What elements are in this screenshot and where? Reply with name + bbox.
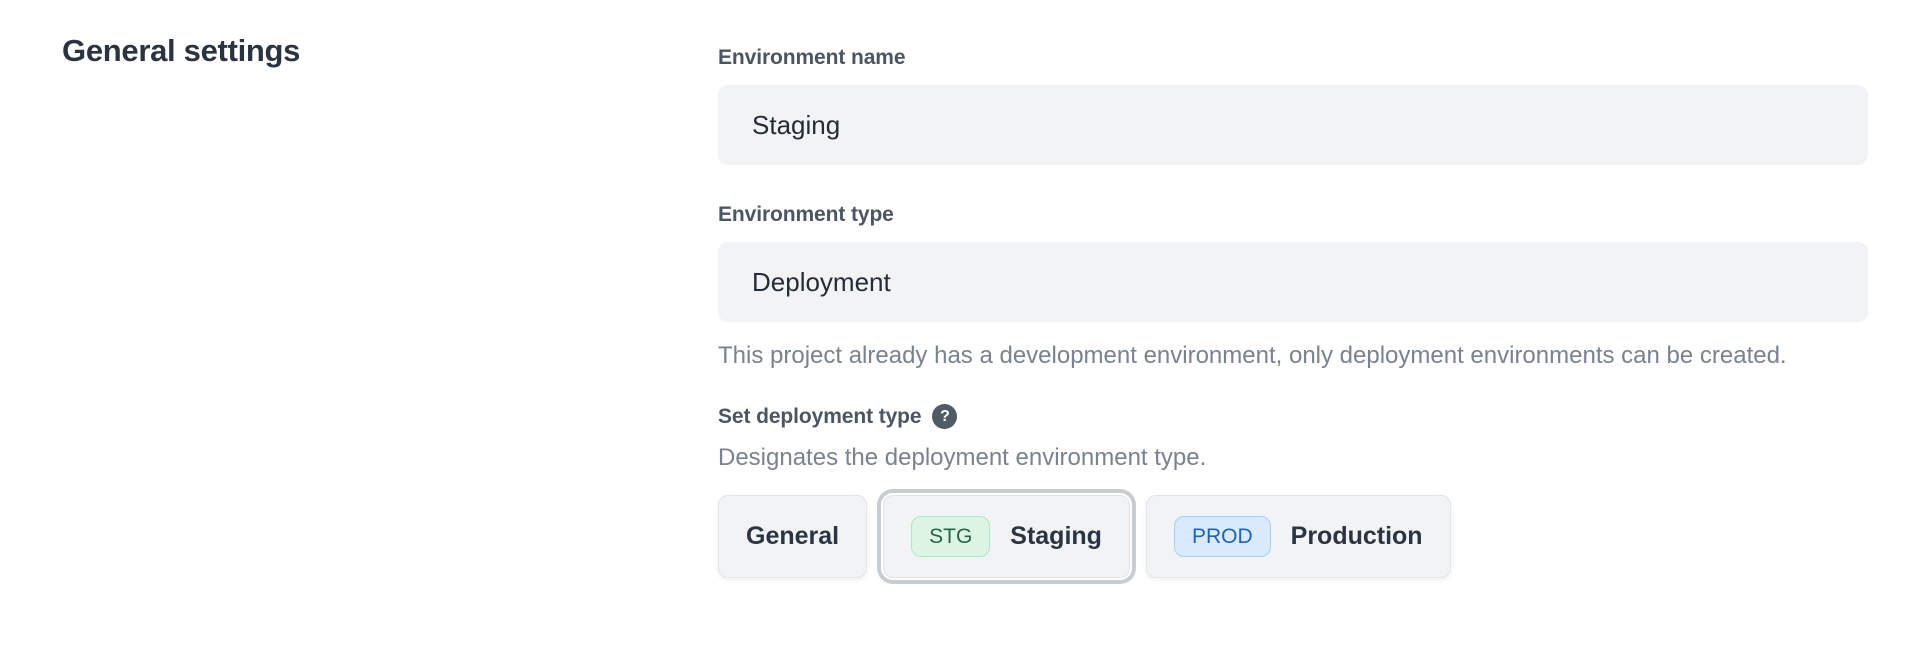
environment-type-field: Environment type This project already ha… <box>718 203 1868 376</box>
prod-badge: PROD <box>1173 516 1271 557</box>
option-button-general[interactable]: General <box>718 495 868 578</box>
environment-name-input[interactable] <box>718 85 1868 165</box>
option-staging-label: Staging <box>1010 522 1102 550</box>
environment-settings-form: Environment name Environment type This p… <box>718 46 1868 578</box>
question-mark-icon[interactable]: ? <box>932 404 958 429</box>
option-button-staging[interactable]: STG Staging <box>883 495 1130 578</box>
environment-type-label: Environment type <box>718 203 894 226</box>
environment-name-field: Environment name <box>718 46 1868 165</box>
page-title: General settings <box>62 33 301 68</box>
environment-type-help-text: This project already has a development e… <box>718 342 1787 369</box>
deployment-type-label: Set deployment type <box>718 404 922 428</box>
deployment-type-label-row: Set deployment type ? <box>718 404 1868 429</box>
deployment-type-options: General STG Staging PROD Production <box>718 495 1868 578</box>
option-general-label: General <box>746 522 840 550</box>
environment-type-input[interactable] <box>718 242 1868 322</box>
option-production-label: Production <box>1290 522 1423 550</box>
environment-name-label: Environment name <box>718 46 906 69</box>
option-button-production[interactable]: PROD Production <box>1145 495 1451 578</box>
stg-badge: STG <box>911 516 991 557</box>
deployment-type-description: Designates the deployment environment ty… <box>718 444 1207 471</box>
